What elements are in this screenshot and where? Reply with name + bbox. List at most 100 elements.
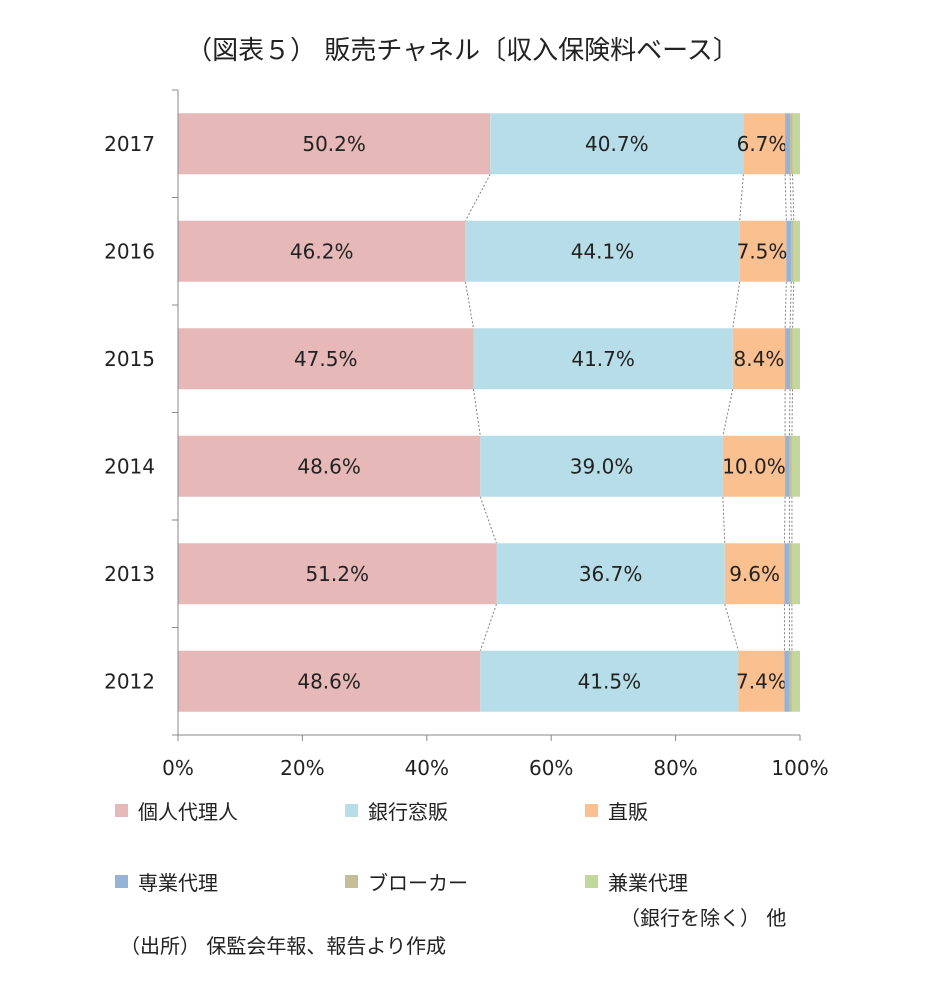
source-note: （出所） 保監会年報、報告より作成	[120, 934, 446, 958]
axes: 2017 2016 2015 2014 2013 2012 0% 20% 40% 60% 80% 10…	[104, 89, 829, 780]
legend-item: 個人代理人	[115, 796, 238, 825]
series-line	[464, 174, 491, 221]
legend-note: （銀行を除く） 他	[620, 906, 787, 930]
bar-segment	[791, 650, 800, 712]
data-label: 8.4%	[734, 347, 785, 371]
data-label: 46.2%	[290, 239, 354, 263]
bar-segment	[178, 220, 466, 282]
series-line	[788, 389, 791, 436]
series-line	[464, 281, 474, 329]
series-lines	[464, 174, 795, 651]
legend-swatch	[115, 875, 128, 888]
bar-segment	[743, 113, 786, 175]
bar-segment	[790, 113, 793, 175]
legend-item: 専業代理	[115, 867, 218, 896]
bar-segment	[786, 220, 792, 282]
series-line	[789, 281, 792, 329]
legend-swatch	[585, 804, 598, 817]
bar-segment	[490, 113, 744, 175]
bar-segment	[789, 435, 792, 497]
bar-segment	[480, 650, 739, 712]
series-line	[722, 496, 726, 544]
category-label: 2013	[104, 562, 155, 586]
series-line	[784, 281, 787, 329]
series-line	[732, 281, 741, 329]
bar-segment	[732, 328, 786, 390]
legend-label: 専業代理	[138, 871, 218, 895]
legend-swatch	[345, 804, 358, 817]
legend-item: ブローカー	[345, 867, 468, 896]
bar-segment	[724, 543, 785, 605]
data-label: 39.0%	[570, 454, 634, 478]
bar-segment	[785, 435, 790, 497]
bar-segment	[785, 113, 791, 175]
data-label: 50.2%	[302, 132, 366, 156]
series-line	[739, 174, 744, 221]
x-tick-label: 20%	[280, 756, 324, 780]
category-label: 2012	[104, 669, 155, 693]
series-line	[783, 496, 786, 544]
legend-item: 兼業代理	[585, 867, 688, 896]
bar-segment	[792, 328, 800, 390]
data-label: 48.6%	[297, 454, 361, 478]
series-line	[789, 174, 792, 221]
category-label: 2016	[104, 239, 155, 263]
series-line	[784, 174, 787, 221]
data-label: 40.7%	[585, 132, 649, 156]
data-label: 48.6%	[297, 669, 361, 693]
bar-segment	[178, 113, 491, 175]
category-label: 2014	[104, 454, 155, 478]
bar-segment	[790, 328, 793, 390]
x-tick-label: 0%	[162, 756, 194, 780]
x-tick-label: 80%	[653, 756, 697, 780]
bar-segment	[496, 543, 725, 605]
series-line	[479, 604, 497, 651]
bars: 50.2% 40.7% 6.7% 46.2% 44.1% 7.5% 47.5% 41.7% 8.…	[178, 113, 800, 712]
chart-title: （図表５） 販売チャネル〔収入保険料ベース〕	[186, 36, 739, 66]
bar-segment	[789, 543, 792, 605]
bar-segment	[784, 543, 790, 605]
data-label: 41.7%	[571, 347, 635, 371]
legend-label: 兼業代理	[608, 871, 688, 895]
x-tick-label: 60%	[529, 756, 573, 780]
data-label: 9.6%	[729, 562, 780, 586]
bar-segment	[473, 328, 733, 390]
category-label: 2017	[104, 132, 155, 156]
data-label: 6.7%	[737, 132, 788, 156]
data-label: 7.5%	[737, 239, 788, 263]
legend-label: 個人代理人	[138, 800, 238, 824]
data-label: 41.5%	[578, 669, 642, 693]
legend-swatch	[115, 804, 128, 817]
bar-segment	[792, 113, 800, 175]
series-line	[791, 389, 794, 436]
bar-segment	[722, 435, 786, 497]
data-label: 51.2%	[305, 562, 369, 586]
bar-segment	[465, 220, 740, 282]
x-tick-label: 40%	[405, 756, 449, 780]
series-line	[792, 174, 795, 221]
bar-segment	[791, 543, 800, 605]
legend-label: 直販	[608, 800, 648, 824]
series-line	[479, 496, 497, 544]
data-label: 7.4%	[736, 669, 787, 693]
bar-segment	[791, 435, 800, 497]
category-label: 2015	[104, 347, 155, 371]
series-line	[722, 389, 734, 436]
bar-segment	[178, 650, 481, 712]
data-label: 36.7%	[579, 562, 643, 586]
legend-item: 直販	[585, 796, 648, 825]
bar-segment	[784, 650, 790, 712]
data-label: 47.5%	[294, 347, 358, 371]
legend-swatch	[585, 875, 598, 888]
bar-segment	[178, 328, 474, 390]
legend-label: 銀行窓販	[368, 800, 448, 824]
bar-segment	[480, 435, 723, 497]
bar-segment	[178, 543, 497, 605]
bar-segment	[738, 650, 785, 712]
bar-segment	[791, 220, 794, 282]
series-line	[724, 604, 739, 651]
legend-swatch	[345, 875, 358, 888]
legend-item: 銀行窓販	[345, 796, 448, 825]
bar-segment	[739, 220, 787, 282]
